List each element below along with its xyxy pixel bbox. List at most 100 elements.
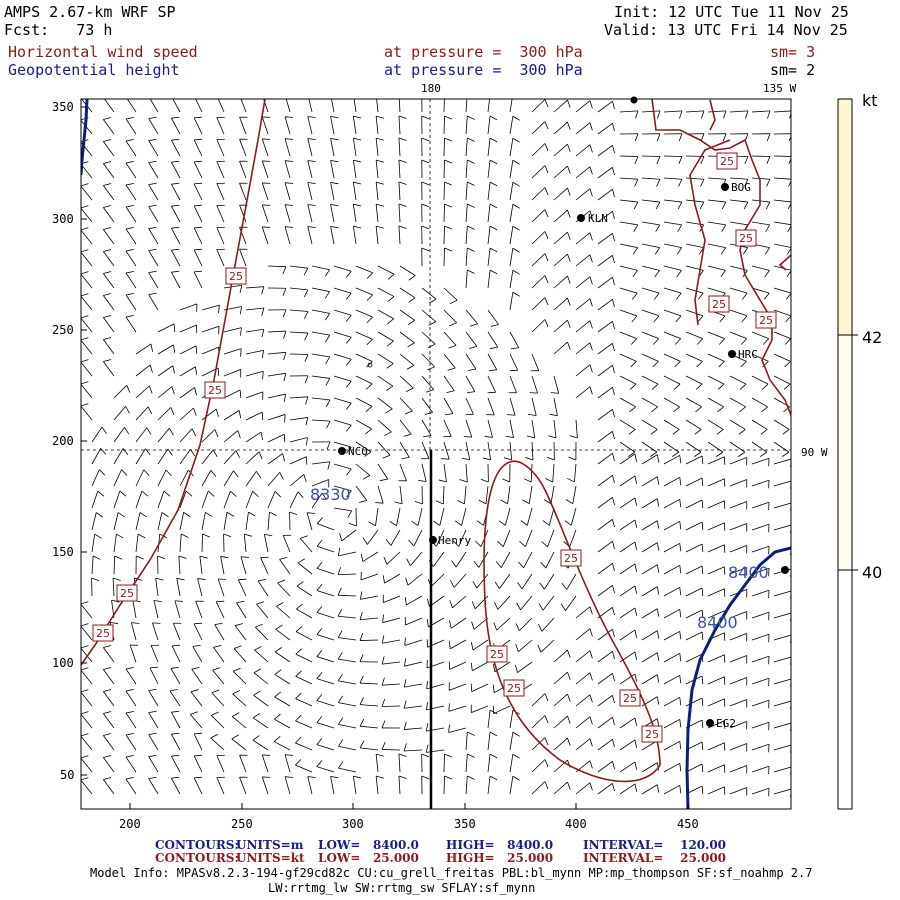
wind-barb [619, 155, 639, 164]
wind-barb [330, 181, 339, 201]
wind-barb [330, 115, 339, 135]
wind-barb [276, 602, 291, 619]
wind-barb [307, 182, 316, 201]
wind-barb [359, 718, 379, 729]
wind-barb [216, 204, 225, 223]
speed-label-box: 25 [116, 584, 138, 602]
wind-barb [448, 682, 467, 691]
wind-barb [245, 451, 263, 465]
wind-barb [663, 564, 682, 575]
wind-barb [171, 732, 181, 751]
speed-contour-line [483, 460, 661, 783]
wind-barb [568, 441, 577, 461]
footer-height-label: CONTOURS: [155, 838, 239, 852]
wind-barb [641, 243, 660, 255]
wind-barb [619, 739, 638, 751]
wind-barb [403, 743, 423, 752]
wind-barb [375, 485, 384, 504]
wind-barb [567, 463, 577, 483]
wind-barb [773, 309, 791, 323]
speed-label-box: 25 [716, 152, 738, 170]
wind-barb [289, 474, 307, 487]
wind-barb [729, 523, 748, 532]
wind-barb [201, 408, 219, 421]
wind-barb [239, 160, 248, 179]
wind-barb [543, 485, 555, 505]
wind-barb [179, 428, 197, 443]
wind-barb [148, 204, 159, 223]
wind-barb [193, 732, 203, 751]
wind-barb [540, 551, 555, 569]
wind-barb [487, 269, 498, 289]
wind-barb [103, 293, 115, 311]
wind-barb [465, 397, 474, 416]
wind-barb [493, 617, 511, 631]
wind-barb [482, 441, 491, 461]
wind-barb [311, 353, 331, 364]
wind-barb [597, 299, 615, 311]
wind-barb [330, 225, 339, 245]
wind-barb [261, 160, 271, 179]
wind-barb [421, 203, 430, 223]
wind-barb [215, 600, 225, 619]
wind-barb [338, 717, 357, 729]
wind-barb [465, 753, 475, 773]
wind-barb [553, 671, 571, 685]
wind-barb [103, 139, 115, 157]
x-tick-label: 450 [677, 817, 699, 831]
wind-barb [216, 226, 225, 245]
wind-barb [333, 463, 352, 476]
wind-barb [663, 353, 681, 368]
wind-barb [201, 449, 218, 465]
wind-barb [509, 709, 520, 729]
wind-barb [685, 441, 702, 457]
wind-barb [338, 739, 357, 751]
wind-barb [707, 456, 726, 465]
wind-barb [421, 375, 435, 393]
wind-barb [398, 99, 401, 113]
wind-barb [316, 738, 335, 751]
wind-barb [375, 137, 384, 157]
wind-barb [195, 600, 204, 619]
wind-barb [619, 453, 638, 465]
graticule [81, 99, 791, 809]
wind-barb [575, 320, 593, 333]
wind-barb [267, 453, 285, 465]
wind-barb [316, 517, 335, 531]
wind-barb [641, 375, 659, 390]
wind-barb [274, 669, 291, 685]
height-labels: 8330 8400 8400 [310, 485, 769, 632]
wind-barb [333, 441, 352, 454]
wind-barb [191, 666, 203, 685]
wind-barb [685, 609, 704, 619]
wind-barb [148, 688, 159, 707]
wind-barb [773, 656, 791, 665]
wind-barb [261, 754, 271, 773]
wind-barb [663, 155, 683, 164]
wind-barb [81, 359, 93, 377]
wind-barb [398, 753, 407, 773]
speed-label: 25 [96, 627, 110, 640]
wind-barb [773, 612, 791, 621]
wind-barb [487, 159, 498, 179]
wind-barb [475, 529, 489, 547]
wind-barb [641, 419, 658, 435]
wind-barb [641, 331, 660, 345]
wind-barb [113, 469, 128, 487]
wind-barb [274, 647, 291, 663]
wind-barb [149, 666, 159, 685]
wind-barb [274, 713, 291, 729]
wind-barb [641, 564, 660, 575]
wind-barb [663, 133, 683, 142]
wind-barb [289, 287, 309, 298]
wind-barb [549, 397, 558, 417]
wind-barb [91, 448, 107, 465]
wind-barb [171, 182, 181, 201]
wind-barb [311, 397, 331, 408]
level1-label: at pressure = 300 hPa [384, 43, 583, 61]
wind-barb [597, 739, 615, 751]
wind-barb [575, 650, 593, 663]
wind-barb [375, 203, 384, 223]
wind-barb [404, 637, 423, 646]
